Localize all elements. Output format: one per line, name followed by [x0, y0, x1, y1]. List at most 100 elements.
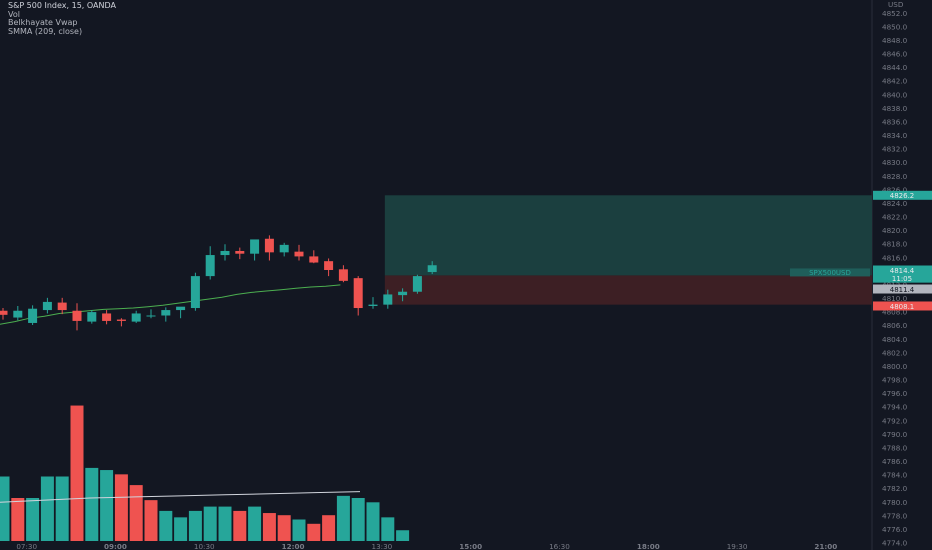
candle-body — [250, 239, 260, 254]
volume-bar — [26, 498, 40, 541]
candle — [190, 272, 200, 311]
candle — [146, 309, 156, 319]
y-tick-label: 4830.0 — [882, 158, 908, 167]
candle — [309, 250, 319, 264]
legend-vwap: Belkhayate Vwap — [8, 18, 78, 27]
candle-body — [13, 310, 23, 318]
volume-bar — [129, 485, 143, 541]
candle — [131, 310, 141, 323]
candle-body — [264, 238, 274, 253]
candle-body — [28, 308, 38, 323]
volume-bar — [70, 405, 84, 541]
y-tick-label: 4796.0 — [882, 389, 908, 398]
candle — [324, 258, 334, 277]
volume-bar — [322, 515, 336, 541]
price-tag-label: 4811.4 — [890, 286, 915, 294]
y-tick-label: 4818.0 — [882, 240, 908, 249]
x-tick-label: 18:00 — [637, 542, 660, 550]
candle-body — [309, 256, 319, 263]
y-tick-label: 4776.0 — [882, 525, 908, 534]
y-tick-label: 4844.0 — [882, 63, 908, 72]
volume-bar — [292, 519, 306, 541]
legend-smma: SMMA (209, close) — [8, 26, 83, 36]
candle — [42, 297, 52, 314]
volume-bar — [233, 510, 247, 541]
smma-line — [0, 284, 341, 325]
y-tick-label: 4826.0 — [882, 185, 908, 194]
price-tag — [873, 190, 932, 200]
candle — [72, 303, 82, 331]
y-tick-label: 4816.0 — [882, 253, 908, 262]
volume-bar — [188, 510, 202, 541]
y-tick-label: 4832.0 — [882, 145, 908, 154]
price-tag — [873, 265, 932, 275]
candle-body — [131, 313, 141, 322]
candle-body — [324, 261, 334, 270]
target-zone — [384, 195, 872, 276]
volume-bar — [307, 523, 321, 541]
volume-bar — [262, 513, 276, 541]
candle — [87, 310, 97, 324]
y-tick-label: 4806.0 — [882, 321, 908, 330]
volume-bar — [203, 506, 217, 541]
price-tag-label: 11:05 — [892, 275, 912, 283]
price-tag-label: 4808.1 — [890, 303, 915, 311]
candle-body — [383, 294, 393, 305]
candle — [412, 274, 422, 294]
volume-bar — [114, 474, 128, 541]
y-tick-label: 4838.0 — [882, 104, 908, 113]
y-tick-label: 4836.0 — [882, 117, 908, 126]
chart-legend: S&P 500 Index, 15, OANDA Vol Belkhayate … — [8, 1, 116, 36]
candle — [205, 246, 215, 280]
candle-body — [427, 265, 437, 273]
currency-label: USD — [888, 0, 904, 9]
y-tick-label: 4788.0 — [882, 443, 908, 452]
candle-body — [220, 250, 230, 256]
y-tick-label: 4810.0 — [882, 294, 908, 303]
y-tick-label: 4802.0 — [882, 348, 908, 357]
candle-body — [368, 304, 378, 306]
candle-body — [205, 255, 215, 277]
candle — [427, 261, 437, 275]
y-tick-label: 4834.0 — [882, 131, 908, 140]
y-tick-label: 4784.0 — [882, 471, 908, 480]
y-tick-label: 4790.0 — [882, 430, 908, 439]
x-tick-label: 09:00 — [104, 542, 127, 550]
candle-body — [294, 251, 304, 257]
x-tick-label: 10:30 — [194, 542, 215, 550]
candle — [279, 242, 289, 257]
y-tick-label: 4786.0 — [882, 457, 908, 466]
volume-bar — [100, 470, 114, 541]
y-tick-label: 4850.0 — [882, 22, 908, 31]
candle-body — [116, 319, 126, 321]
volume-bar — [144, 500, 158, 541]
y-tick-label: 4842.0 — [882, 77, 908, 86]
candle-body — [146, 315, 156, 317]
price-tag — [873, 273, 932, 283]
y-tick-label: 4808.0 — [882, 308, 908, 317]
x-tick-label: 16:30 — [549, 542, 570, 550]
candle — [220, 244, 230, 261]
y-tick-label: 4804.0 — [882, 335, 908, 344]
volume-bar — [396, 530, 410, 541]
position-label: SPX500USD — [809, 269, 851, 277]
candle — [250, 239, 260, 261]
y-tick-label: 4824.0 — [882, 199, 908, 208]
candle — [116, 318, 126, 327]
candle — [294, 244, 304, 261]
y-tick-label: 4852.0 — [882, 9, 908, 18]
candle-body — [412, 276, 422, 292]
candle-body — [279, 244, 289, 253]
candle-body — [57, 302, 67, 311]
candle-body — [161, 310, 171, 316]
candle-body — [338, 269, 348, 281]
volume-bar — [336, 495, 350, 541]
candle-body — [176, 306, 186, 311]
volume-bar — [174, 517, 188, 541]
candle — [13, 305, 23, 321]
candle-body — [42, 301, 52, 311]
volume-bar — [55, 476, 69, 541]
stop-zone — [384, 275, 872, 305]
candle — [383, 289, 393, 309]
